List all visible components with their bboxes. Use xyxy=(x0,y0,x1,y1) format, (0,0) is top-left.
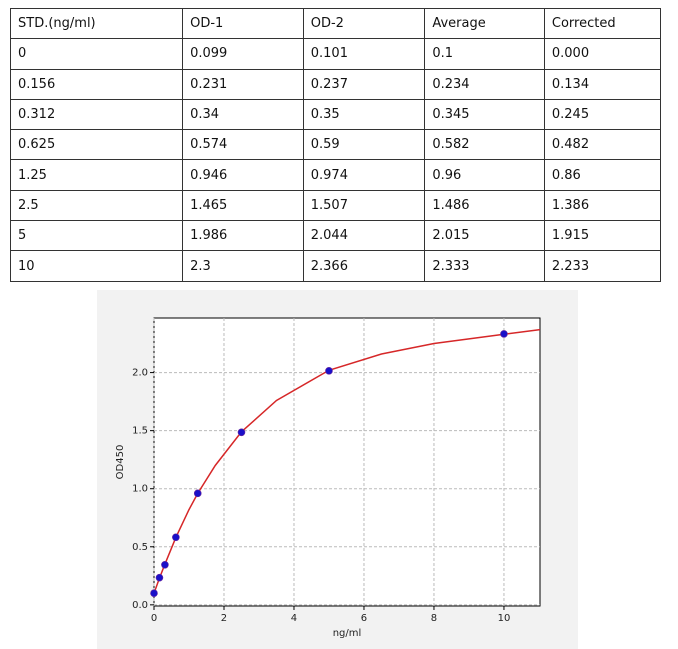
table-cell: 1.465 xyxy=(182,189,304,222)
table-cell: 2.5 xyxy=(9,189,184,222)
table-row: 0 0.099 0.101 0.1 0.000 xyxy=(9,38,662,70)
x-tick-label: 4 xyxy=(291,613,297,624)
data-point xyxy=(193,489,202,498)
table-cell: 2.333 xyxy=(424,250,545,282)
data-table: STD.(ng/ml) OD-1 OD-2 Average Corrected 0 0.09… xyxy=(9,7,662,282)
table-cell: 0.574 xyxy=(182,129,304,161)
x-axis-label: ng/ml xyxy=(333,628,362,639)
data-point xyxy=(150,589,158,598)
table-cell: OD-2 xyxy=(302,7,426,40)
table-cell: 0.134 xyxy=(543,68,662,100)
y-tick-label: 1.0 xyxy=(132,484,148,495)
y-tick-label: 0.5 xyxy=(132,542,148,553)
table-cell: 0.101 xyxy=(302,38,426,70)
data-point xyxy=(155,573,164,582)
x-tick-label: 2 xyxy=(221,613,227,624)
table-cell: 0.231 xyxy=(182,68,304,100)
table-cell: 2.3 xyxy=(182,250,304,282)
table-cell: 2.015 xyxy=(424,220,545,252)
table-cell: 0.59 xyxy=(302,129,426,161)
table-cell: 1.25 xyxy=(9,159,184,191)
data-point xyxy=(500,330,508,338)
table-cell: OD-1 xyxy=(182,7,304,40)
table-cell: 0.625 xyxy=(9,129,184,161)
table-cell: 2.366 xyxy=(302,250,426,282)
table-cell: Corrected xyxy=(543,7,662,40)
x-tick-label: 0 xyxy=(151,613,157,624)
header-row: STD.(ng/ml) OD-1 OD-2 Average Corrected xyxy=(9,7,662,40)
table-cell: Average xyxy=(424,7,545,40)
table-cell: 1.986 xyxy=(182,220,304,252)
table-cell: 0.000 xyxy=(543,38,662,70)
table-cell: 2.233 xyxy=(543,250,662,282)
table-cell: 0 xyxy=(9,38,184,70)
x-tick-label: 8 xyxy=(431,613,437,624)
table-cell: 1.486 xyxy=(424,189,545,222)
table-cell: 0.35 xyxy=(302,98,426,131)
y-tick-label: 0.0 xyxy=(132,600,148,611)
table-row: 0.312 0.34 0.35 0.345 0.245 xyxy=(9,98,662,131)
table-cell: 0.237 xyxy=(302,68,426,100)
table-row: 0.156 0.231 0.237 0.234 0.134 xyxy=(9,68,662,100)
y-axis-label: OD450 xyxy=(115,445,126,480)
table-cell: 10 xyxy=(9,250,184,282)
data-point xyxy=(237,428,246,437)
table-cell: 0.1 xyxy=(424,38,545,70)
table-cell: 0.245 xyxy=(543,98,662,131)
table-row: 10 2.3 2.366 2.333 2.233 xyxy=(9,250,662,282)
data-point xyxy=(172,533,180,542)
x-tick-label: 6 xyxy=(361,613,367,624)
y-tick-label: 2.0 xyxy=(132,368,148,379)
y-tick-label: 1.5 xyxy=(132,426,148,437)
fit-curve xyxy=(153,328,541,594)
table-cell: 0.946 xyxy=(182,159,304,191)
table-cell: 1.507 xyxy=(302,189,426,222)
table-cell: 0.156 xyxy=(9,68,184,100)
table-cell: 0.34 xyxy=(182,98,304,131)
table-row: 0.625 0.574 0.59 0.582 0.482 xyxy=(9,129,662,161)
table-cell: 0.234 xyxy=(424,68,545,100)
table-cell: 0.099 xyxy=(182,38,304,70)
table-row: 2.5 1.465 1.507 1.486 1.386 xyxy=(9,189,662,222)
x-tick-label: 10 xyxy=(498,613,511,624)
table-cell: STD.(ng/ml) xyxy=(9,7,184,40)
table-row: 5 1.986 2.044 2.015 1.915 xyxy=(9,220,662,252)
table-row: 1.25 0.946 0.974 0.96 0.86 xyxy=(9,159,662,191)
table-cell: 5 xyxy=(9,220,184,252)
table-cell: 0.974 xyxy=(302,159,426,191)
plot-area xyxy=(153,317,541,607)
table-cell: 0.96 xyxy=(424,159,545,191)
chart: ng/ml OD450 0 2 4 6 8 10 0.0 0.5 1.0 1.5 2.0 xyxy=(97,290,578,649)
table-cell: 1.386 xyxy=(543,189,662,222)
table-cell: 0.582 xyxy=(424,129,545,161)
data-point xyxy=(161,560,169,569)
table-cell: 0.86 xyxy=(543,159,662,191)
table-cell: 2.044 xyxy=(302,220,426,252)
table-cell: 0.482 xyxy=(543,129,662,161)
table-cell: 1.915 xyxy=(543,220,662,252)
table-cell: 0.312 xyxy=(9,98,184,131)
table-cell: 0.345 xyxy=(424,98,545,131)
data-point xyxy=(325,367,333,375)
